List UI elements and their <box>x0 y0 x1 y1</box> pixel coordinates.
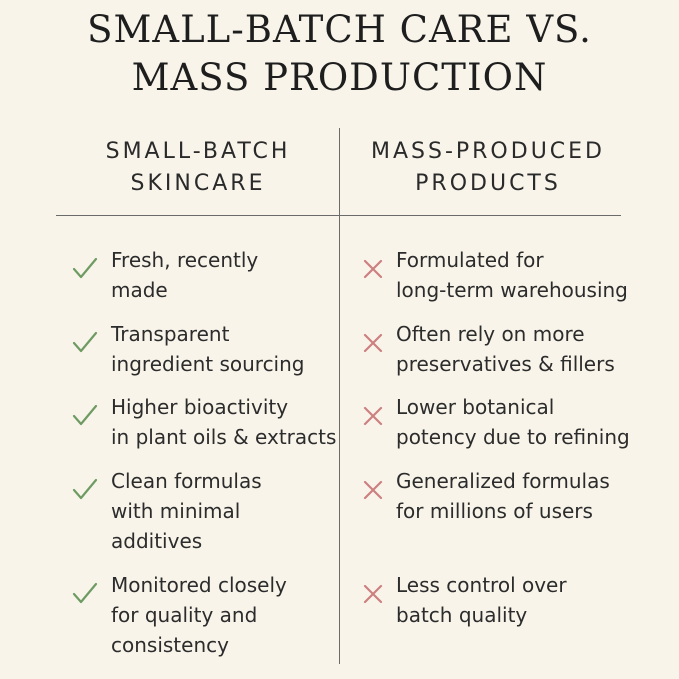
list-item-left-2: Transparent ingredient sourcing <box>71 319 346 379</box>
cross-icon <box>363 259 383 279</box>
right-column-heading: MASS-PRODUCED PRODUCTS <box>340 136 636 200</box>
cross-icon <box>363 333 383 353</box>
check-icon <box>72 404 98 426</box>
item-line: for quality and <box>111 603 258 627</box>
check-icon <box>72 257 98 279</box>
item-line: long-term warehousing <box>396 278 628 302</box>
item-line: for millions of users <box>396 499 593 523</box>
check-icon <box>72 582 98 604</box>
list-item-left-3: Higher bioactivity in plant oils & extrac… <box>71 392 346 452</box>
item-line: ingredient sourcing <box>111 352 305 376</box>
item-line: with minimal <box>111 499 241 523</box>
right-heading-line-1: MASS-PRODUCED <box>370 139 605 164</box>
item-line: preservatives & fillers <box>396 352 615 376</box>
column-divider <box>339 128 340 664</box>
item-line: Generalized formulas <box>396 469 610 493</box>
item-line: additives <box>111 529 203 553</box>
right-heading-line-2: PRODUCTS <box>415 171 561 196</box>
list-item-left-4: Clean formulas with minimal additives <box>71 466 346 556</box>
item-line: Less control over <box>396 573 567 597</box>
cross-icon <box>363 406 383 426</box>
cross-icon <box>363 584 383 604</box>
left-column-heading: SMALL-BATCH SKINCARE <box>56 136 340 200</box>
item-line: Clean formulas <box>111 469 262 493</box>
list-item-right-1: Formulated for long-term warehousing <box>360 245 670 305</box>
item-line: consistency <box>111 633 229 657</box>
title-line-2: MASS PRODUCTION <box>131 56 548 99</box>
left-heading-line-2: SKINCARE <box>130 171 266 196</box>
list-item-left-1: Fresh, recently made <box>71 245 346 305</box>
page-title: SMALL-BATCH CARE VS. MASS PRODUCTION <box>0 6 679 102</box>
item-line: made <box>111 278 168 302</box>
item-line: Fresh, recently <box>111 248 259 272</box>
header-divider <box>56 215 621 216</box>
item-line: Often rely on more <box>396 322 585 346</box>
item-line: Transparent <box>111 322 230 346</box>
item-line: in plant oils & extracts <box>111 425 337 449</box>
item-line: Higher bioactivity <box>111 395 289 419</box>
check-icon <box>72 478 98 500</box>
list-item-left-5: Monitored closely for quality and consiste… <box>71 570 346 660</box>
item-line: potency due to refining <box>396 425 630 449</box>
list-item-right-5: Less control over batch quality <box>360 570 670 630</box>
list-item-right-4: Generalized formulas for millions of user… <box>360 466 670 526</box>
item-line: Monitored closely <box>111 573 287 597</box>
list-item-right-3: Lower botanical potency due to refining <box>360 392 670 452</box>
cross-icon <box>363 480 383 500</box>
item-line: Lower botanical <box>396 395 555 419</box>
title-line-1: SMALL-BATCH CARE VS. <box>87 8 592 51</box>
left-heading-line-1: SMALL-BATCH <box>105 139 291 164</box>
item-line: batch quality <box>396 603 528 627</box>
item-line: Formulated for <box>396 248 544 272</box>
list-item-right-2: Often rely on more preservatives & filler… <box>360 319 670 379</box>
check-icon <box>72 331 98 353</box>
